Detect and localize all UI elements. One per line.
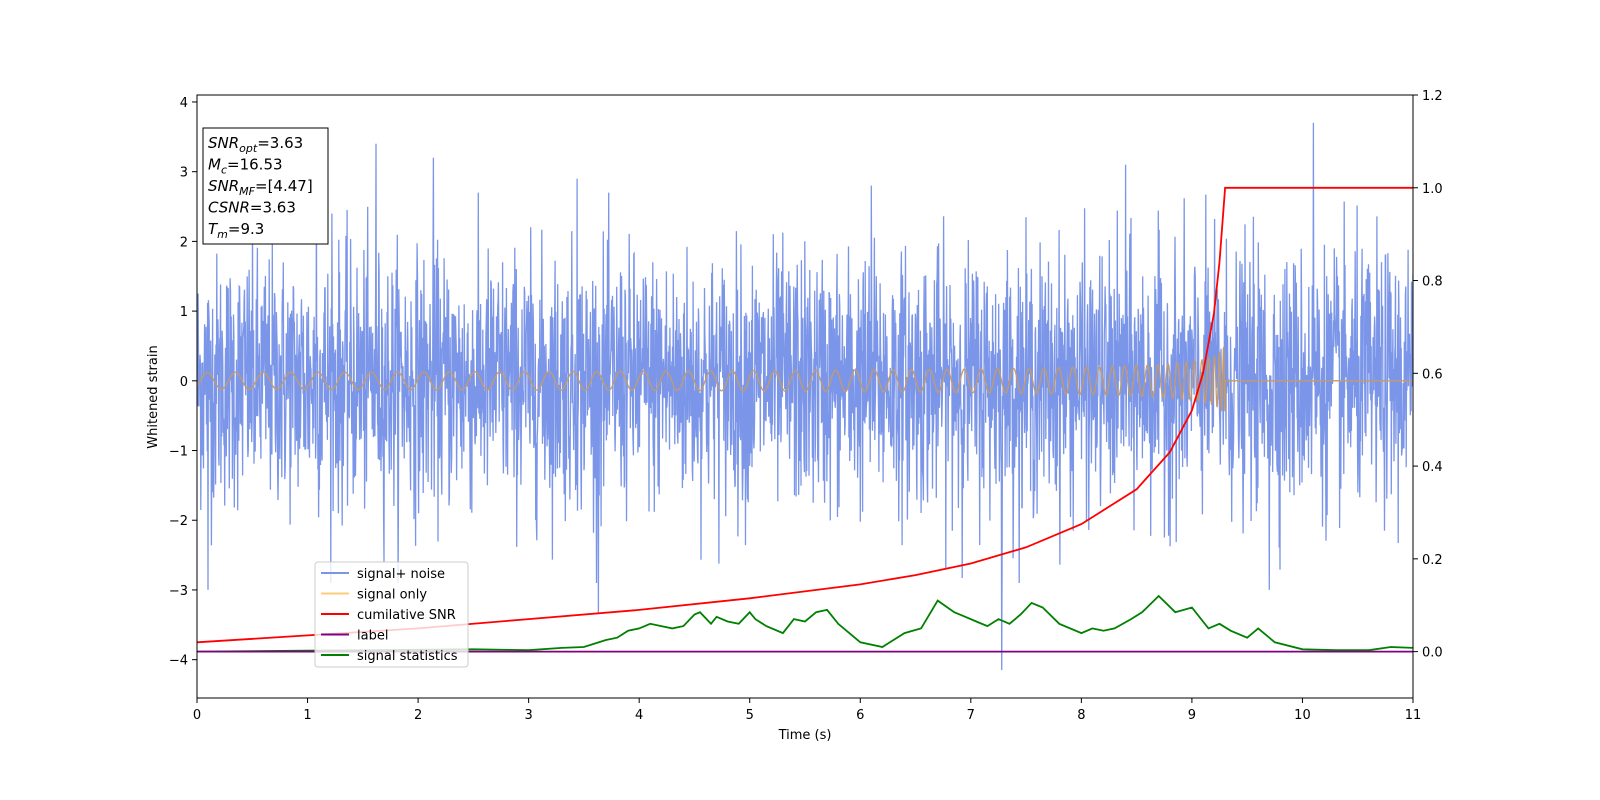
y-left-tick-label: −2: [169, 514, 188, 529]
y-left-tick-label: 1: [180, 305, 188, 320]
y-left-tick-label: 4: [180, 96, 188, 111]
x-tick-label: 5: [746, 708, 754, 723]
series-cumulative-snr-line: [197, 186, 1413, 644]
x-tick-label: 4: [635, 708, 643, 723]
annotation-line: CSNR=3.63: [208, 199, 296, 217]
y-right-tick-label: 1.0: [1422, 182, 1443, 197]
annotation-line: SNRMF=[4.47]: [208, 177, 313, 198]
annotation-line: Tm=9.3: [208, 220, 264, 241]
y-right-tick-label: 0.2: [1422, 553, 1443, 568]
y-left-tick-label: 2: [180, 235, 188, 250]
annotation-box: SNRopt=3.63Mc=16.53SNRMF=[4.47]CSNR=3.63…: [202, 127, 329, 245]
legend-entry: label: [357, 629, 388, 644]
x-axis-label: Time (s): [778, 728, 832, 743]
plot-frame: [196, 94, 1414, 699]
x-tick-label: 7: [967, 708, 975, 723]
y-right-tick-label: 0.6: [1422, 367, 1443, 382]
annotation-frame: [202, 127, 329, 245]
y-left-tick-label: −4: [169, 654, 188, 669]
legend: signal+ noise signal only cumilative SNR la…: [314, 561, 469, 668]
y-right-tick-label: 0.8: [1422, 275, 1443, 290]
legend-entry: signal statistics: [357, 649, 458, 664]
y-right-tick-label: 1.2: [1422, 89, 1443, 104]
x-tick-label: 6: [856, 708, 864, 723]
legend-entry: signal+ noise: [357, 567, 445, 582]
y-left-tick-label: −3: [169, 584, 188, 599]
annotation-line: Mc=16.53: [208, 156, 283, 177]
x-tick-label: 10: [1294, 708, 1311, 723]
legend-entry: cumilative SNR: [357, 608, 456, 623]
series-signal-statistics-line: [197, 594, 1413, 653]
ticks-layer: 0 1 2 3 4 5 6 7 8 9 10 11 −4 −3 −2 −1 0 1 2 3 4 0.0 0.2 0.4 0.6 0…: [169, 89, 1443, 723]
y-axis-label: Whitened strain: [146, 345, 161, 448]
legend-entry: signal only: [357, 588, 427, 603]
x-tick-label: 1: [303, 708, 311, 723]
series-signal-only-line: [197, 346, 1413, 412]
y-right-tick-label: 0.4: [1422, 460, 1443, 475]
x-tick-label: 2: [414, 708, 422, 723]
x-tick-label: 9: [1188, 708, 1196, 723]
x-tick-label: 0: [193, 708, 201, 723]
legend-frame: [314, 561, 469, 668]
y-left-tick-label: 3: [180, 166, 188, 181]
x-tick-label: 11: [1405, 708, 1422, 723]
x-tick-label: 3: [524, 708, 532, 723]
y-left-tick-label: −1: [169, 445, 188, 460]
annotation-line: SNRopt=3.63: [208, 134, 303, 155]
y-left-tick-label: 0: [180, 375, 188, 390]
y-right-tick-label: 0.0: [1422, 646, 1443, 661]
x-tick-label: 8: [1077, 708, 1085, 723]
